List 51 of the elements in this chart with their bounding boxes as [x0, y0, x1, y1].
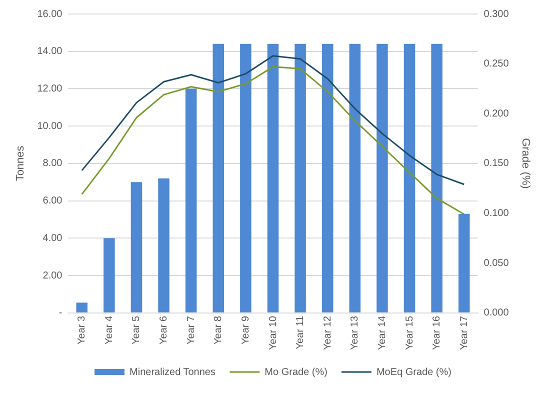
x-tick-label: Year 3: [76, 315, 88, 344]
bar: [267, 44, 279, 312]
bar: [294, 44, 306, 312]
y2-tick-label: 0.150: [484, 158, 510, 170]
x-tick-label: Year 14: [376, 315, 388, 350]
legend-label: MoEq Grade (%): [376, 366, 452, 378]
bar: [431, 44, 442, 312]
x-tick-label: Year 5: [131, 315, 142, 344]
y-tick-label: 2.00: [42, 270, 63, 282]
bar: [458, 214, 470, 312]
y-tick-label: 12.00: [37, 83, 63, 94]
bar: [76, 302, 88, 312]
bar: [376, 44, 388, 312]
x-tick-label: Year 11: [295, 315, 306, 350]
y2-tick-label: 0.050: [484, 258, 510, 269]
x-tick-label: Year 15: [404, 315, 416, 350]
x-tick-label: Year 7: [186, 315, 197, 344]
bar: [349, 44, 361, 312]
x-tick-label: Year 10: [268, 315, 279, 350]
y-tick-label: 16.00: [37, 8, 63, 20]
y-axis-title: Tonnes: [14, 145, 27, 182]
x-tick-label: Year 16: [432, 315, 443, 350]
y2-axis-title: Grade (%): [519, 138, 532, 189]
y-tick-label: 14.00: [37, 46, 63, 58]
bar: [404, 44, 416, 312]
x-tick-label: Year 12: [322, 315, 334, 350]
bar: [212, 44, 224, 312]
y2-tick-label: 0.250: [484, 58, 510, 70]
y-tick-label: 4.00: [42, 232, 63, 244]
x-tick-label: Year 13: [350, 315, 361, 350]
x-tick-label: Year 17: [458, 315, 470, 350]
bar: [240, 44, 252, 312]
x-tick-label: Year 8: [213, 315, 224, 344]
legend-label: Mineralized Tonnes: [130, 366, 216, 378]
bar: [104, 238, 115, 312]
legend-label: Mo Grade (%): [264, 366, 328, 378]
y-tick-label: -: [58, 308, 62, 319]
bar: [185, 88, 197, 312]
x-tick-label: Year 9: [240, 315, 252, 344]
y-tick-label: 8.00: [42, 158, 63, 170]
y2-tick-label: 0.200: [484, 108, 510, 120]
bar: [322, 44, 334, 312]
bar: [158, 178, 170, 312]
bar: [130, 182, 142, 312]
x-tick-label: Year 4: [104, 315, 115, 344]
y2-tick-label: 0.100: [484, 208, 510, 220]
y2-tick-label: 0.300: [484, 8, 510, 20]
y2-tick-label: 0.000: [484, 308, 510, 319]
y-tick-label: 10.00: [37, 120, 63, 132]
y-tick-label: 6.00: [42, 196, 63, 207]
x-tick-label: Year 6: [158, 315, 170, 344]
